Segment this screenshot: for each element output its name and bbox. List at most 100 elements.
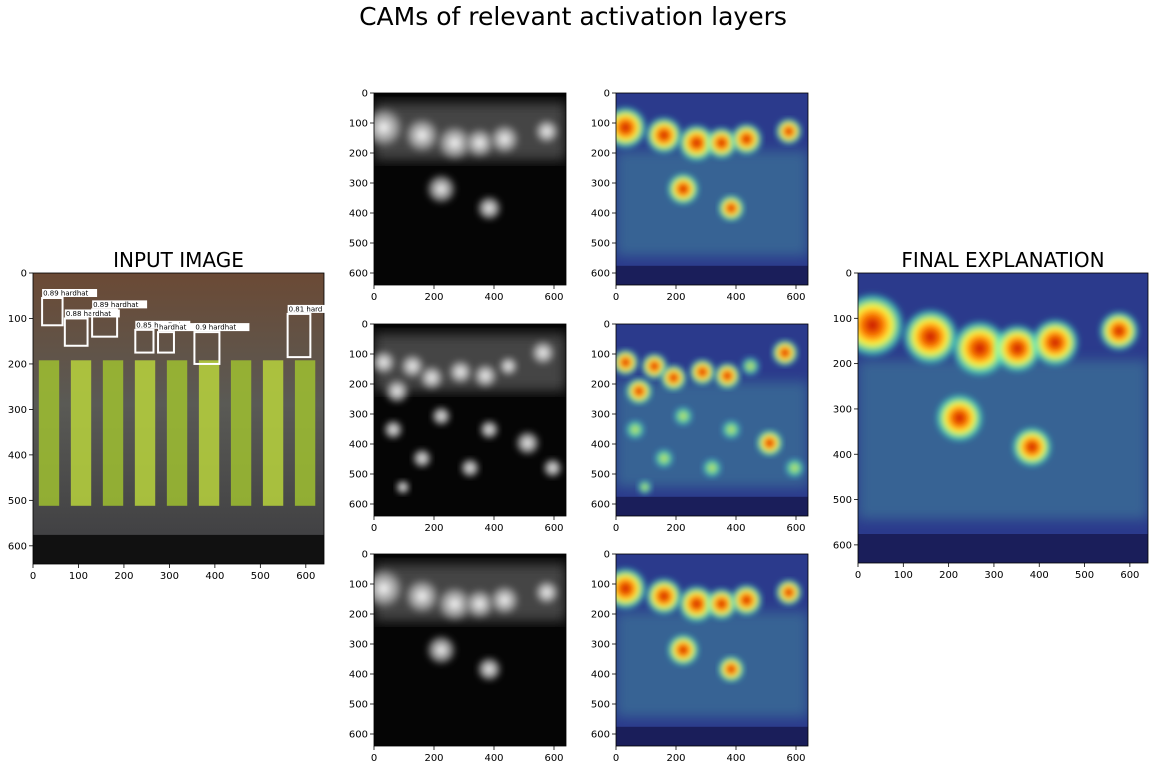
- blob: [705, 587, 738, 621]
- banner: [858, 534, 1148, 563]
- y-tick-label: 300: [8, 405, 27, 416]
- x-tick-label: 200: [666, 523, 685, 534]
- y-tick-label: 600: [833, 540, 852, 551]
- blob: [701, 457, 723, 479]
- blob: [425, 633, 458, 667]
- y-tick-label: 400: [349, 440, 368, 451]
- y-tick-label: 200: [833, 359, 852, 370]
- y-tick-label: 500: [349, 470, 368, 481]
- y-tick-label: 100: [8, 314, 27, 325]
- x-tick-label: 200: [424, 523, 443, 534]
- y-tick-label: 100: [591, 350, 610, 361]
- x-tick-label: 200: [666, 753, 685, 764]
- blob: [418, 364, 446, 392]
- image: [616, 324, 808, 516]
- blob: [463, 126, 496, 160]
- y-tick-label: 100: [591, 580, 610, 591]
- y-tick-label: 100: [349, 119, 368, 130]
- blob: [403, 116, 441, 155]
- blob: [1011, 426, 1053, 468]
- blob: [717, 655, 745, 683]
- y-tick-label: 200: [8, 359, 27, 370]
- image: [616, 93, 808, 285]
- banner: [616, 726, 808, 746]
- blob: [645, 116, 683, 155]
- detection-box: [63, 317, 89, 347]
- blob: [488, 583, 521, 617]
- y-tick-label: 400: [349, 670, 368, 681]
- y-tick-label: 0: [604, 320, 610, 331]
- frame: [32, 272, 325, 565]
- x-tick-label: 400: [484, 292, 503, 303]
- overlay-scene: [858, 360, 1148, 520]
- image: [616, 554, 808, 746]
- x-tick-label: 200: [939, 570, 958, 581]
- x-tick-label: 200: [666, 292, 685, 303]
- frame: [857, 272, 1149, 564]
- blob: [653, 447, 675, 470]
- blob: [374, 567, 406, 611]
- worker: [166, 360, 188, 506]
- y-tick-label: 0: [362, 320, 368, 331]
- blob: [705, 126, 738, 160]
- y-tick-label: 500: [591, 239, 610, 250]
- y-tick-label: 200: [349, 149, 368, 160]
- panel: 0 200 400 600 0 100 200 300 400 500 600: [591, 320, 809, 534]
- x-tick-label: 400: [726, 523, 745, 534]
- frame: [373, 553, 567, 747]
- panel: 0 200 400 600 0 100 200 300 400 500 600: [591, 89, 809, 303]
- y-tick-label: 300: [591, 179, 610, 190]
- x-tick-label: 600: [786, 753, 805, 764]
- y-tick-label: 600: [349, 730, 368, 741]
- y-tick-label: 600: [591, 500, 610, 511]
- x-tick-label: 100: [69, 571, 88, 582]
- x-tick-label: 500: [251, 571, 270, 582]
- x-tick-label: 0: [855, 570, 861, 581]
- blob: [713, 362, 741, 390]
- y-tick-label: 400: [591, 440, 610, 451]
- x-tick-label: 400: [484, 753, 503, 764]
- blob: [624, 418, 646, 441]
- blob: [775, 578, 803, 606]
- worker: [134, 360, 156, 506]
- y-tick-label: 0: [362, 89, 368, 100]
- y-tick-label: 300: [349, 179, 368, 190]
- detection-box: [41, 297, 64, 327]
- banner: [616, 265, 808, 285]
- y-tick-label: 500: [591, 470, 610, 481]
- image: [858, 273, 1148, 563]
- blob: [435, 585, 474, 623]
- blob: [394, 479, 411, 496]
- y-tick-label: 300: [591, 640, 610, 651]
- y-tick-label: 100: [349, 580, 368, 591]
- panel: 0 200 400 600 0 100 200 300 400 500 600: [349, 89, 567, 303]
- blob: [775, 117, 803, 145]
- y-tick-label: 500: [349, 700, 368, 711]
- y-tick-label: 0: [362, 550, 368, 561]
- blob: [616, 567, 648, 611]
- blob: [1030, 318, 1080, 367]
- blob: [471, 362, 499, 390]
- y-tick-label: 500: [591, 700, 610, 711]
- detection-box: [91, 308, 119, 338]
- blob: [660, 364, 688, 392]
- y-tick-label: 300: [349, 640, 368, 651]
- worker: [70, 360, 92, 506]
- y-tick-label: 600: [8, 541, 27, 552]
- blob: [717, 194, 745, 222]
- blob: [435, 124, 474, 162]
- detection-box: [134, 328, 155, 354]
- detection-box: [286, 312, 312, 359]
- detection-label-bg: [194, 323, 250, 332]
- x-tick-label: 200: [114, 571, 133, 582]
- y-tick-label: 200: [349, 380, 368, 391]
- worker: [262, 360, 284, 506]
- worker: [38, 360, 60, 506]
- detection-label: 0.89 hardhat: [93, 301, 138, 309]
- x-tick-label: 0: [30, 571, 36, 582]
- y-tick-label: 200: [591, 380, 610, 391]
- blob: [993, 324, 1042, 373]
- frame: [615, 323, 809, 517]
- x-tick-label: 600: [1120, 570, 1139, 581]
- blob: [533, 578, 561, 606]
